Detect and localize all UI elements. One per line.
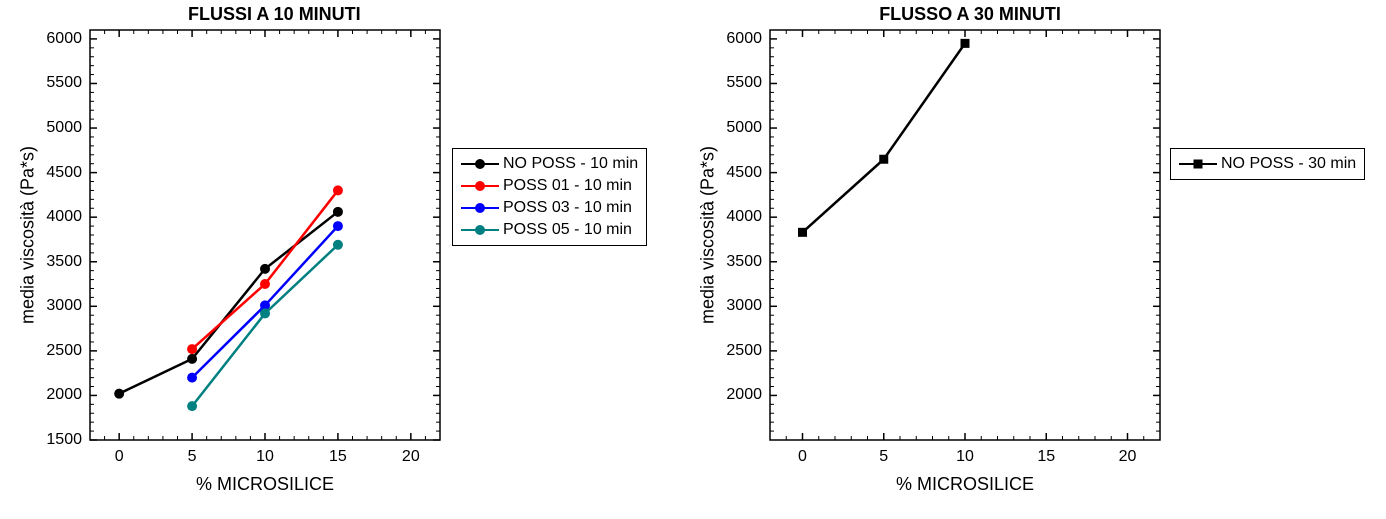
legend-item: POSS 03 - 10 min	[461, 197, 638, 219]
y-axis-label: media viscosità (Pa*s)	[698, 146, 719, 324]
legend-label: NO POSS - 10 min	[503, 155, 638, 173]
legend-label: NO POSS - 30 min	[1221, 155, 1356, 173]
x-axis-label: % MICROSILICE	[896, 474, 1034, 495]
legend-swatch	[461, 220, 499, 240]
legend-item: NO POSS - 30 min	[1179, 153, 1356, 175]
legend-swatch	[1179, 154, 1217, 174]
series-marker	[187, 344, 197, 354]
legend-swatch	[461, 198, 499, 218]
legend-swatch	[461, 176, 499, 196]
legend-label: POSS 05 - 10 min	[503, 221, 632, 239]
series-marker	[187, 373, 197, 383]
series-line	[119, 212, 338, 394]
y-axis-label: media viscosità (Pa*s)	[18, 146, 39, 324]
legend-item: NO POSS - 10 min	[461, 153, 638, 175]
legend: NO POSS - 30 min	[1170, 148, 1365, 180]
legend-item: POSS 01 - 10 min	[461, 175, 638, 197]
chart-svg	[680, 0, 1386, 519]
chart-svg	[0, 0, 680, 519]
chart-panel-30min: 0510152020002500300035004000450050005500…	[680, 0, 1386, 519]
legend-item: POSS 05 - 10 min	[461, 219, 638, 241]
figure-container: 0510152015002000250030003500400045005000…	[0, 0, 1386, 519]
series-marker	[333, 240, 343, 250]
series-marker	[260, 279, 270, 289]
legend: NO POSS - 10 min POSS 01 - 10 min POSS 03 …	[452, 148, 647, 246]
series-marker	[187, 401, 197, 411]
series-marker	[260, 264, 270, 274]
series-marker	[260, 308, 270, 318]
legend-swatch	[461, 154, 499, 174]
series-marker	[333, 221, 343, 231]
series-marker	[333, 207, 343, 217]
series-marker	[879, 155, 888, 164]
chart-panel-10min: 0510152015002000250030003500400045005000…	[0, 0, 680, 519]
series-marker	[187, 354, 197, 364]
legend-label: POSS 01 - 10 min	[503, 177, 632, 195]
chart-title: FLUSSI A 10 MINUTI	[188, 4, 361, 25]
legend-label: POSS 03 - 10 min	[503, 199, 632, 217]
series-marker	[961, 39, 970, 48]
series-marker	[333, 185, 343, 195]
series-marker	[798, 228, 807, 237]
x-axis-label: % MICROSILICE	[196, 474, 334, 495]
chart-title: FLUSSO A 30 MINUTI	[879, 4, 1061, 25]
series-line	[803, 43, 966, 232]
series-marker	[114, 389, 124, 399]
